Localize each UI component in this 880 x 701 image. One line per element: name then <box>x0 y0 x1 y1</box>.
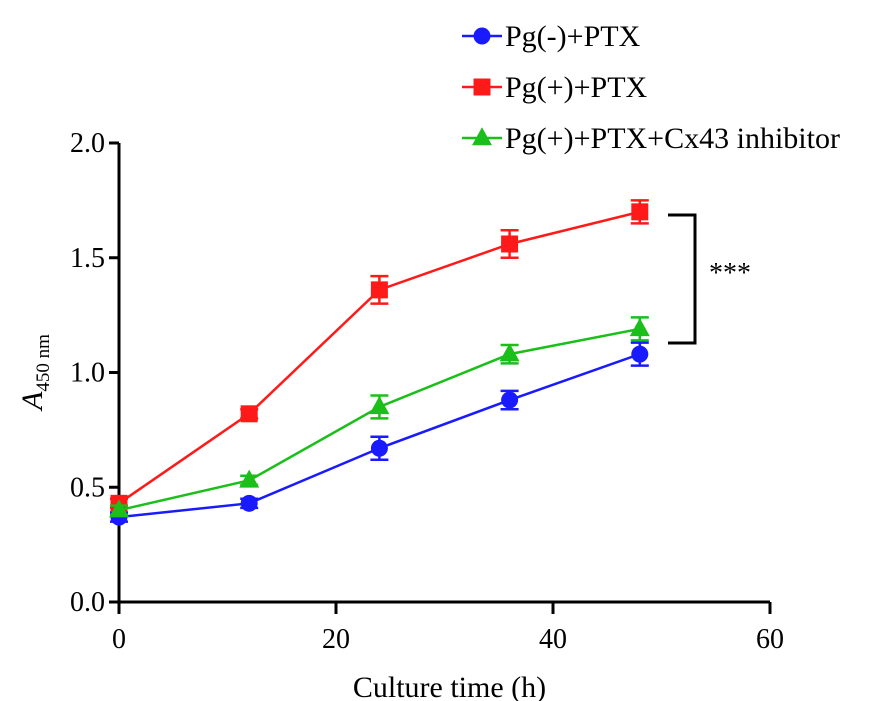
legend-label: Pg(+)+PTX <box>505 71 648 104</box>
y-axis-label: A450 nm <box>16 334 54 412</box>
legend-item-3: Pg(+)+PTX+Cx43 inhibitor <box>462 122 840 155</box>
x-tick-label: 0 <box>112 624 126 655</box>
y-tick-label: 0.5 <box>70 472 105 503</box>
y-axis-label-subscript: 450 nm <box>33 334 54 392</box>
annotation-layer: *** <box>668 213 751 345</box>
data-point <box>369 396 390 415</box>
y-tick-label: 0.0 <box>70 587 105 618</box>
data-point <box>501 235 519 253</box>
legend-swatch-marker <box>473 27 491 45</box>
axes: 0.0 0.5 1.0 1.5 2.0 0 20 40 60 Culture time (h) A4… <box>16 128 784 701</box>
data-point <box>501 391 519 409</box>
legend-label: Pg(+)+PTX+Cx43 inhibitor <box>505 122 840 155</box>
data-point <box>240 405 258 423</box>
data-point <box>109 499 129 518</box>
legend-item-2: Pg(+)+PTX <box>462 71 648 104</box>
x-tick-label: 60 <box>756 624 784 655</box>
series-layer <box>109 199 650 526</box>
legend-swatch-marker <box>473 78 491 96</box>
y-tick-label: 1.5 <box>70 243 105 274</box>
data-point <box>239 469 260 488</box>
x-tick-label: 40 <box>539 624 567 655</box>
legend-item-1: Pg(-)+PTX <box>462 20 641 53</box>
x-tick-label: 20 <box>322 624 350 655</box>
y-tick-label: 1.0 <box>70 358 105 389</box>
data-point <box>240 494 258 512</box>
significance-label: *** <box>709 258 751 289</box>
legend: Pg(-)+PTX Pg(+)+PTX Pg(+)+PTX+Cx43 inhibit… <box>462 20 840 155</box>
data-point <box>499 343 520 362</box>
data-point <box>370 439 388 457</box>
data-point <box>629 318 650 337</box>
data-point <box>370 281 388 299</box>
significance-bracket <box>668 213 697 345</box>
y-tick-label: 2.0 <box>70 128 105 159</box>
series-2 <box>110 199 649 512</box>
data-point <box>631 345 649 363</box>
legend-label: Pg(-)+PTX <box>505 20 641 53</box>
series-1 <box>110 341 649 526</box>
data-point <box>631 203 649 221</box>
y-axis-label-main: A <box>16 391 49 412</box>
series-3 <box>109 316 650 518</box>
x-axis-label: Culture time (h) <box>353 671 546 701</box>
legend-swatch-marker <box>472 127 492 146</box>
